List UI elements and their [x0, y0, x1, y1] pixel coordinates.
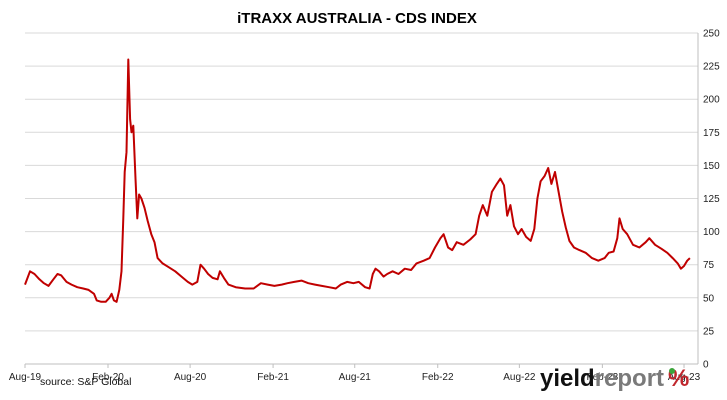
y-tick-label: 200 — [703, 95, 720, 106]
logo-percent-dot — [669, 368, 675, 374]
logo-word-report: report — [595, 365, 664, 392]
y-tick-label: 125 — [703, 194, 720, 205]
source-note: source: S&P Global — [40, 376, 131, 388]
chart-title: iTRAXX AUSTRALIA - CDS INDEX — [237, 10, 477, 27]
logo-percent-icon: % — [668, 365, 689, 392]
y-tick-label: 250 — [703, 29, 720, 40]
y-tick-label: 25 — [703, 326, 715, 337]
y-tick-label: 175 — [703, 128, 720, 139]
x-tick-label: Aug-23 — [668, 372, 701, 383]
x-tick-labels: Aug-19 Feb-20 Aug-20 Feb-21 Aug-21 Feb-22 Aug-… — [9, 364, 701, 383]
x-tick-label: Aug-21 — [339, 372, 372, 383]
y-tick-label: 150 — [703, 161, 720, 172]
x-tick-label: Feb-22 — [422, 372, 454, 383]
x-tick-label: Feb-20 — [92, 372, 124, 383]
axes — [25, 33, 699, 365]
series-line — [24, 58, 691, 303]
y-tick-label: 50 — [703, 293, 715, 304]
svg-text:yieldreport: yieldreport — [540, 365, 664, 392]
x-tick-label: Feb-21 — [257, 372, 289, 383]
y-tick-label: 225 — [703, 62, 720, 73]
x-tick-label: Feb-23 — [587, 372, 619, 383]
y-tick-label: 100 — [703, 227, 720, 238]
y-tick-label: 0 — [703, 360, 709, 371]
y-tick-label: 75 — [703, 260, 715, 271]
x-tick-label: Aug-20 — [174, 372, 207, 383]
logo-word-yield: yield — [540, 365, 595, 392]
x-tick-label: Aug-22 — [503, 372, 536, 383]
x-tick-label: Aug-19 — [9, 372, 42, 383]
yieldreport-logo: yieldreport % — [540, 365, 689, 392]
y-tick-labels: 0 25 50 75 100 125 150 175 200 225 250 — [703, 29, 720, 371]
